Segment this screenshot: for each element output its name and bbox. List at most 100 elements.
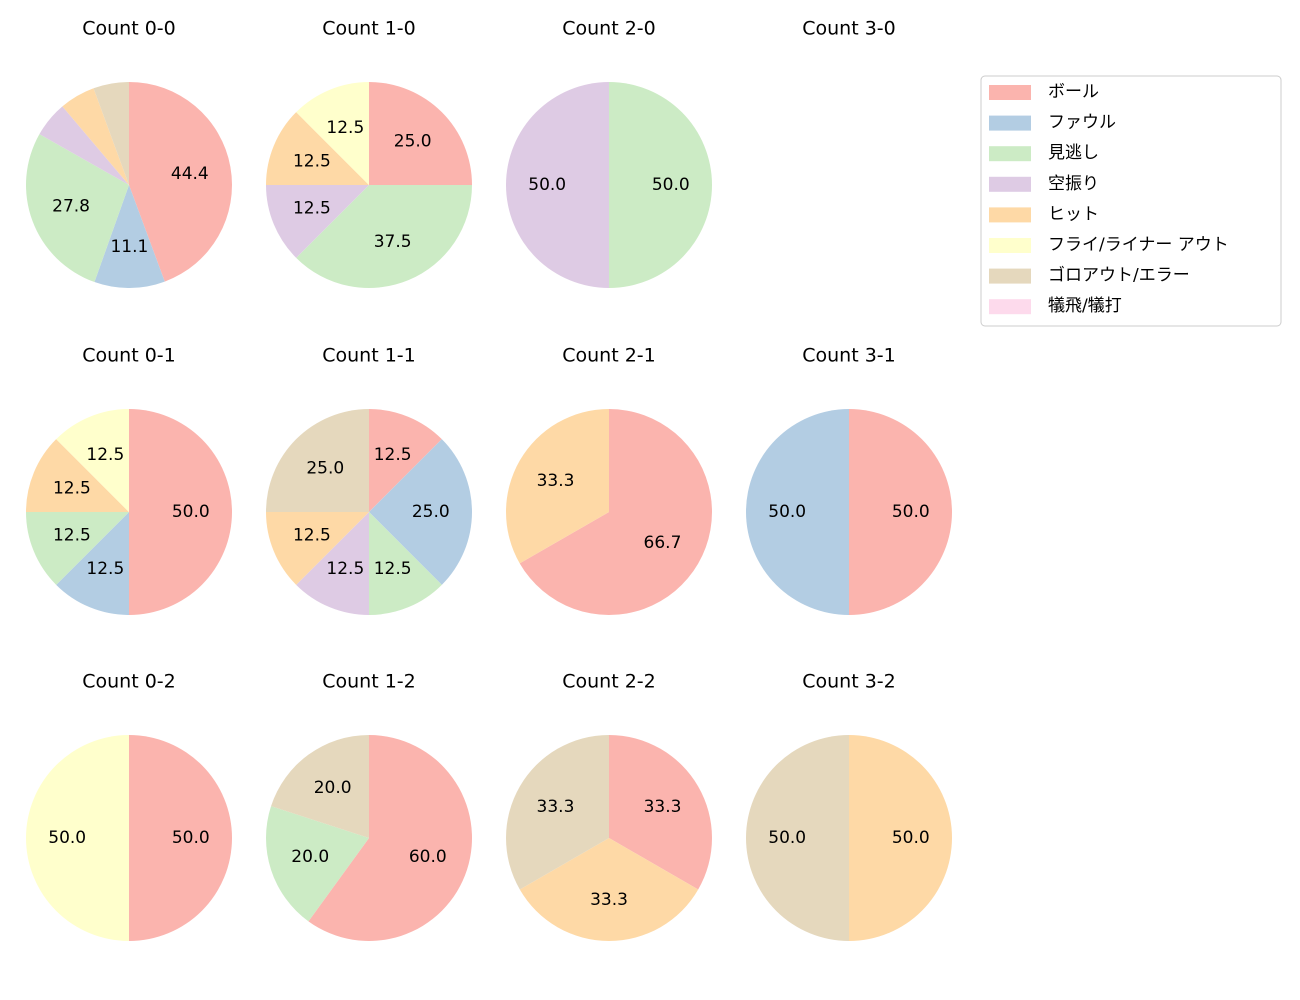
pie-slice [746, 735, 849, 941]
value-label: 12.5 [293, 151, 331, 171]
legend-label: ボール [1048, 82, 1099, 102]
value-label: 66.7 [644, 533, 682, 553]
value-label: 20.0 [314, 778, 352, 798]
pie-slice [609, 735, 712, 890]
legend-swatch [989, 207, 1031, 223]
value-label: 50.0 [528, 175, 566, 195]
legend-label: ファウル [1048, 113, 1116, 133]
chart-title: Count 2-0 [562, 18, 656, 40]
pie-slice [56, 409, 130, 512]
pie-slice [62, 88, 129, 185]
chart-title: Count 1-1 [322, 345, 416, 367]
pie-slice [746, 409, 849, 615]
pie-slice [129, 735, 232, 941]
value-label: 20.0 [291, 847, 329, 867]
pie-slice [26, 512, 129, 585]
pie-slice [506, 409, 609, 564]
pie-slice [26, 735, 129, 941]
value-label: 12.5 [53, 526, 91, 546]
pie-slice [369, 512, 442, 615]
pie-slice [849, 409, 952, 615]
value-label: 60.0 [409, 847, 447, 867]
pie-slice [609, 82, 712, 288]
pie-slice [369, 409, 442, 512]
pie-slice [506, 82, 609, 288]
legend-swatch [989, 176, 1031, 192]
pie-slice [56, 512, 130, 615]
legend-swatch [989, 146, 1031, 162]
chart-title: Count 0-0 [82, 18, 176, 40]
chart-title: Count 3-1 [802, 345, 896, 367]
value-label: 12.5 [86, 559, 124, 579]
pie-slice [506, 735, 609, 890]
pie-slice [93, 82, 129, 185]
value-label: 11.1 [110, 237, 148, 257]
pie-slice [519, 409, 712, 615]
value-label: 50.0 [652, 175, 690, 195]
chart-title: Count 1-2 [322, 671, 416, 693]
pie-slice [266, 806, 369, 922]
pie-slice [266, 409, 369, 512]
pie-slice [296, 185, 472, 288]
chart-title: Count 3-2 [802, 671, 896, 693]
pie-slice [94, 185, 165, 289]
value-label: 50.0 [172, 828, 210, 848]
pie-slice [39, 106, 130, 185]
value-label: 50.0 [172, 502, 210, 522]
value-label: 12.5 [374, 445, 412, 465]
pie-slice [308, 735, 473, 942]
value-label: 33.3 [644, 797, 682, 817]
legend-label: 空振り [1048, 174, 1099, 194]
pie-slice [129, 82, 232, 282]
chart-title: Count 3-0 [802, 18, 896, 40]
legend-swatch [989, 238, 1031, 253]
pie-slice [296, 82, 369, 185]
value-label: 27.8 [52, 197, 90, 217]
legend-box [980, 75, 1282, 327]
pie-slice [519, 838, 699, 941]
pie-slice [271, 735, 369, 838]
legend-label: フライ/ライナー アウト [1048, 235, 1229, 255]
legend-label: 見逃し [1048, 143, 1099, 163]
value-label: 50.0 [48, 828, 86, 848]
legend-swatch [989, 268, 1031, 284]
legend-swatch [989, 299, 1031, 315]
legend-label: 犠飛/犠打 [1048, 296, 1122, 316]
chart-title: Count 2-2 [562, 671, 656, 693]
pie-slice [266, 512, 369, 585]
value-label: 12.5 [326, 559, 364, 579]
value-label: 33.3 [590, 890, 628, 910]
pie-slice [129, 409, 232, 615]
value-label: 33.3 [537, 471, 575, 491]
value-label: 50.0 [768, 502, 806, 522]
value-label: 12.5 [293, 526, 331, 546]
value-label: 44.4 [171, 164, 209, 184]
chart-title: Count 0-1 [82, 345, 176, 367]
value-label: 25.0 [412, 502, 450, 522]
legend-label: ヒット [1048, 204, 1099, 224]
value-label: 12.5 [86, 445, 124, 465]
legend-swatch [989, 85, 1031, 100]
pie-slice [369, 82, 472, 185]
pie-slice [266, 185, 369, 258]
pie-slice [849, 735, 952, 941]
value-label: 12.5 [293, 199, 331, 219]
pie-slice [26, 439, 129, 512]
value-label: 25.0 [306, 458, 344, 478]
legend-swatch [989, 115, 1031, 131]
pie-slice [296, 512, 369, 615]
chart-title: Count 0-2 [82, 671, 176, 693]
value-label: 37.5 [374, 232, 412, 252]
value-label: 12.5 [374, 559, 412, 579]
value-label: 50.0 [768, 828, 806, 848]
chart-title: Count 1-0 [322, 18, 416, 40]
value-label: 50.0 [892, 828, 930, 848]
value-label: 25.0 [394, 131, 432, 151]
value-label: 12.5 [53, 478, 91, 498]
chart-title: Count 2-1 [562, 345, 656, 367]
value-label: 50.0 [892, 502, 930, 522]
value-label: 12.5 [326, 118, 364, 138]
pie-slice [26, 134, 129, 283]
